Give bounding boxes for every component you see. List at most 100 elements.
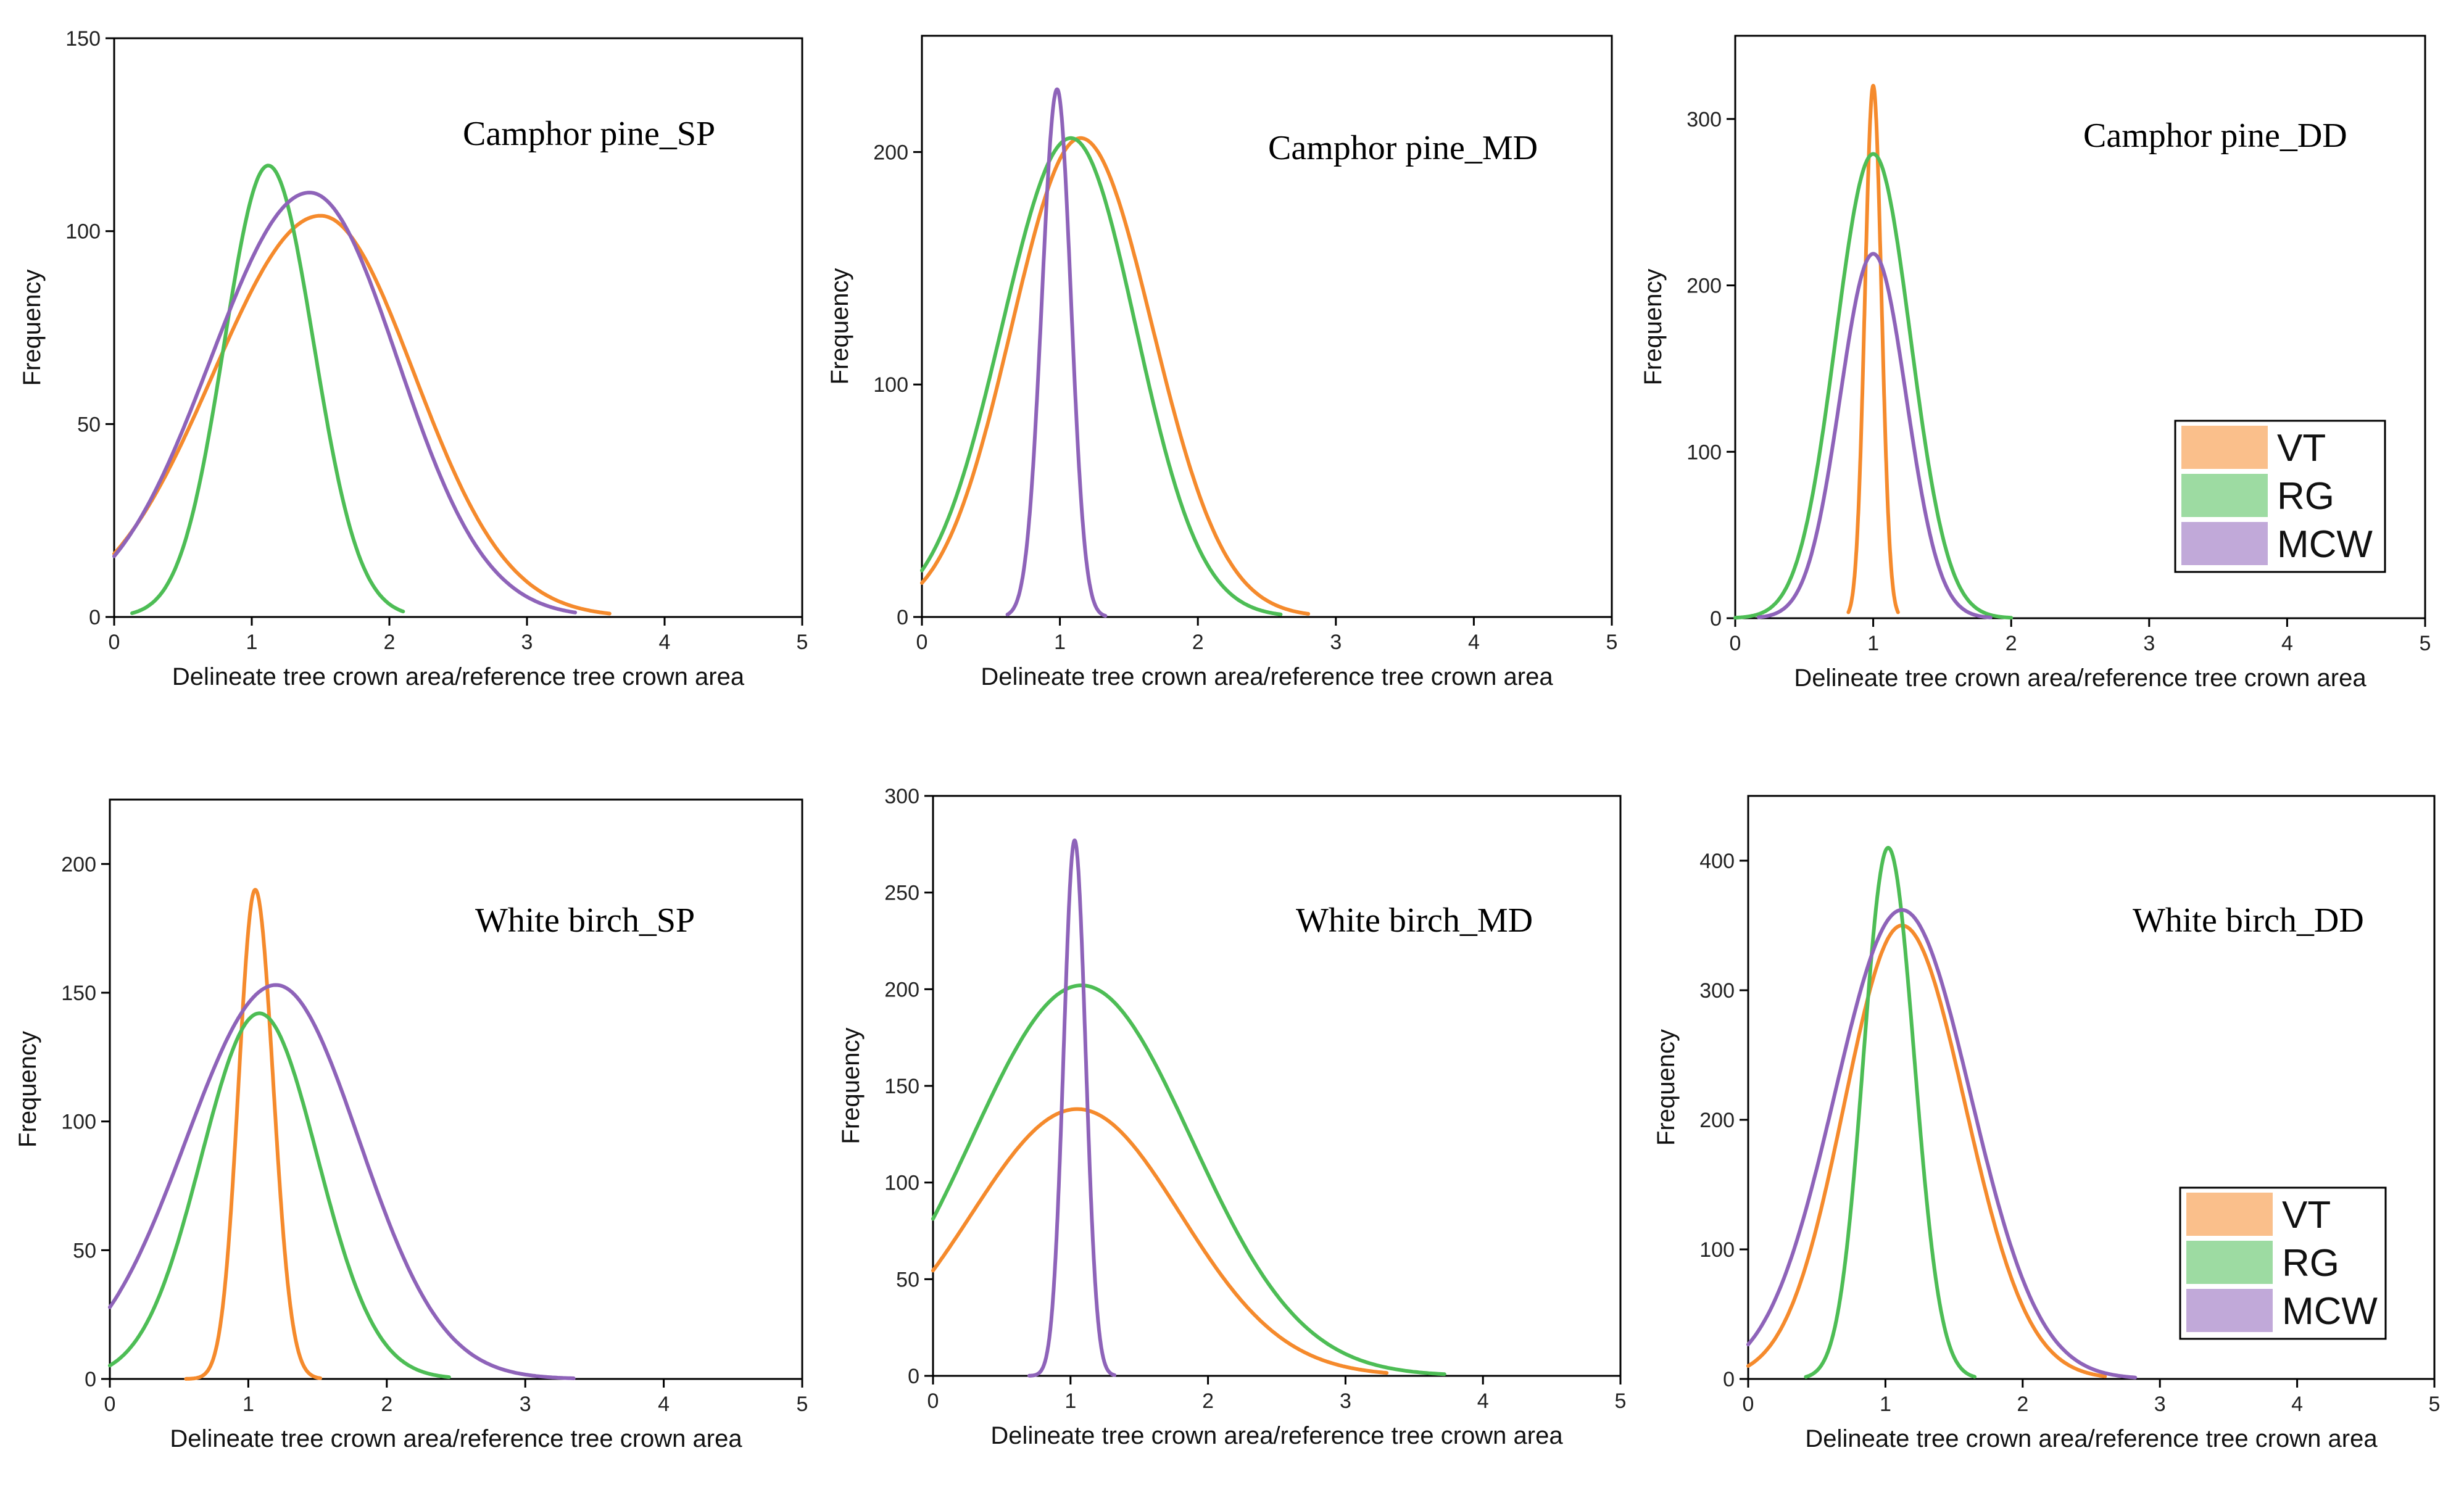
x-tick-label: 3: [1330, 631, 1342, 654]
x-tick-label: 1: [246, 631, 258, 654]
x-tick-label: 1: [1880, 1393, 1891, 1416]
chart-title: Camphor pine_SP: [463, 115, 715, 153]
series-line-mcw: [112, 191, 578, 615]
y-tick-label: 300: [1686, 108, 1722, 131]
legend-label-rg: RG: [2277, 475, 2334, 518]
chart-title: Camphor pine_DD: [2083, 117, 2347, 155]
x-axis-label: Delineate tree crown area/reference tree…: [990, 1422, 1563, 1449]
series-line-vt: [184, 888, 323, 1381]
series-line-vt: [112, 213, 612, 616]
y-tick-label: 200: [884, 978, 919, 1001]
chart-panel-2: 0 1 2 3 4 5 0 100 200 300 Delineate tree crown are…: [1640, 35, 2431, 692]
legend-label-mcw: MCW: [2277, 523, 2373, 566]
y-axis-label: Frequency: [19, 270, 46, 386]
legend-label-rg: RG: [2282, 1242, 2339, 1285]
series-line-rg: [1804, 846, 1977, 1379]
x-tick-label: 4: [1477, 1389, 1489, 1413]
x-axis-label: Delineate tree crown area/reference tree…: [170, 1425, 742, 1452]
chart-title: White birch_SP: [475, 901, 695, 940]
y-tick-label: 50: [73, 1239, 96, 1262]
x-tick-label: 0: [1743, 1393, 1754, 1416]
y-axis-label: Frequency: [14, 1031, 41, 1148]
x-tick-label: 4: [1468, 631, 1480, 654]
y-tick-label: 250: [884, 882, 919, 905]
series-line-vt: [1746, 924, 2107, 1378]
x-tick-label: 2: [2017, 1393, 2028, 1416]
x-tick-label: 4: [2291, 1393, 2303, 1416]
y-tick-label: 100: [61, 1111, 96, 1134]
x-tick-label: 4: [2281, 632, 2293, 655]
x-axis-label: Delineate tree crown area/reference tree…: [1805, 1425, 2378, 1452]
legend-label-vt: VT: [2277, 427, 2326, 470]
plot-frame: [932, 795, 1622, 1377]
legend-swatch-rg: [2181, 474, 2268, 517]
plot-frame: [921, 35, 1613, 618]
x-tick-label: 3: [2154, 1393, 2166, 1416]
series-line-rg: [1733, 152, 2014, 620]
y-tick-label: 0: [85, 1368, 96, 1391]
y-tick-label: 200: [1699, 1109, 1735, 1132]
x-tick-label: 1: [1054, 631, 1066, 654]
y-tick-label: 300: [884, 785, 919, 808]
legend: VT RG MCW: [2174, 420, 2386, 573]
series-line-vt: [920, 136, 1311, 616]
y-tick-label: 150: [884, 1075, 919, 1098]
y-axis-label: Frequency: [837, 1028, 865, 1144]
series-line-mcw: [1027, 838, 1117, 1378]
legend-swatch-rg: [2186, 1241, 2273, 1284]
x-tick-label: 2: [384, 631, 396, 654]
x-tick-label: 3: [521, 631, 533, 654]
y-tick-label: 100: [873, 373, 908, 397]
y-tick-label: 50: [77, 413, 101, 436]
series-line-vt: [1846, 83, 1900, 615]
series-line-rg: [108, 1011, 451, 1380]
legend-swatch-vt: [2186, 1193, 2273, 1236]
y-tick-label: 100: [1686, 441, 1722, 464]
legend-swatch-mcw: [2186, 1289, 2273, 1332]
y-tick-label: 50: [896, 1268, 919, 1291]
x-tick-label: 1: [1064, 1389, 1076, 1413]
y-tick-label: 100: [65, 220, 101, 244]
y-tick-label: 400: [1699, 850, 1735, 873]
x-tick-label: 0: [1730, 632, 1741, 655]
x-tick-label: 5: [797, 1393, 808, 1416]
series-line-rg: [130, 163, 405, 615]
legend-swatch-mcw: [2181, 522, 2268, 565]
y-axis-label: Frequency: [1640, 269, 1667, 386]
y-tick-label: 200: [61, 853, 96, 876]
chart-title: White birch_DD: [2133, 901, 2364, 940]
x-tick-label: 4: [659, 631, 671, 654]
x-axis-label: Delineate tree crown area/reference tree…: [1794, 664, 2367, 692]
y-tick-label: 0: [897, 606, 908, 629]
x-tick-label: 2: [1202, 1389, 1214, 1413]
series-line-mcw: [1005, 87, 1108, 618]
x-tick-label: 1: [243, 1393, 254, 1416]
x-axis-label: Delineate tree crown area/reference tree…: [981, 663, 1553, 690]
legend-label-vt: VT: [2282, 1194, 2331, 1236]
series-line-rg: [931, 983, 1446, 1376]
y-tick-label: 100: [1699, 1238, 1735, 1262]
legend: VT RG MCW: [2179, 1186, 2387, 1340]
plot-frame: [1734, 35, 2426, 619]
y-axis-label: Frequency: [1653, 1029, 1680, 1146]
x-axis-label: Delineate tree crown area/reference tree…: [172, 663, 745, 690]
chart-title: White birch_MD: [1296, 901, 1533, 940]
x-tick-label: 0: [104, 1393, 116, 1416]
legend-label-mcw: MCW: [2282, 1290, 2378, 1333]
x-tick-label: 5: [2429, 1393, 2441, 1416]
x-tick-label: 3: [2143, 632, 2155, 655]
y-tick-label: 150: [65, 27, 101, 51]
x-tick-label: 5: [797, 631, 808, 654]
y-tick-label: 150: [61, 982, 96, 1005]
series-line-mcw: [1746, 908, 2138, 1380]
plot-frame: [113, 37, 803, 618]
chart-title: Camphor pine_MD: [1268, 129, 1538, 167]
x-tick-label: 5: [2420, 632, 2431, 655]
x-tick-label: 4: [658, 1393, 670, 1416]
x-tick-label: 0: [109, 631, 120, 654]
y-tick-label: 0: [89, 606, 101, 629]
x-tick-label: 3: [1340, 1389, 1351, 1413]
